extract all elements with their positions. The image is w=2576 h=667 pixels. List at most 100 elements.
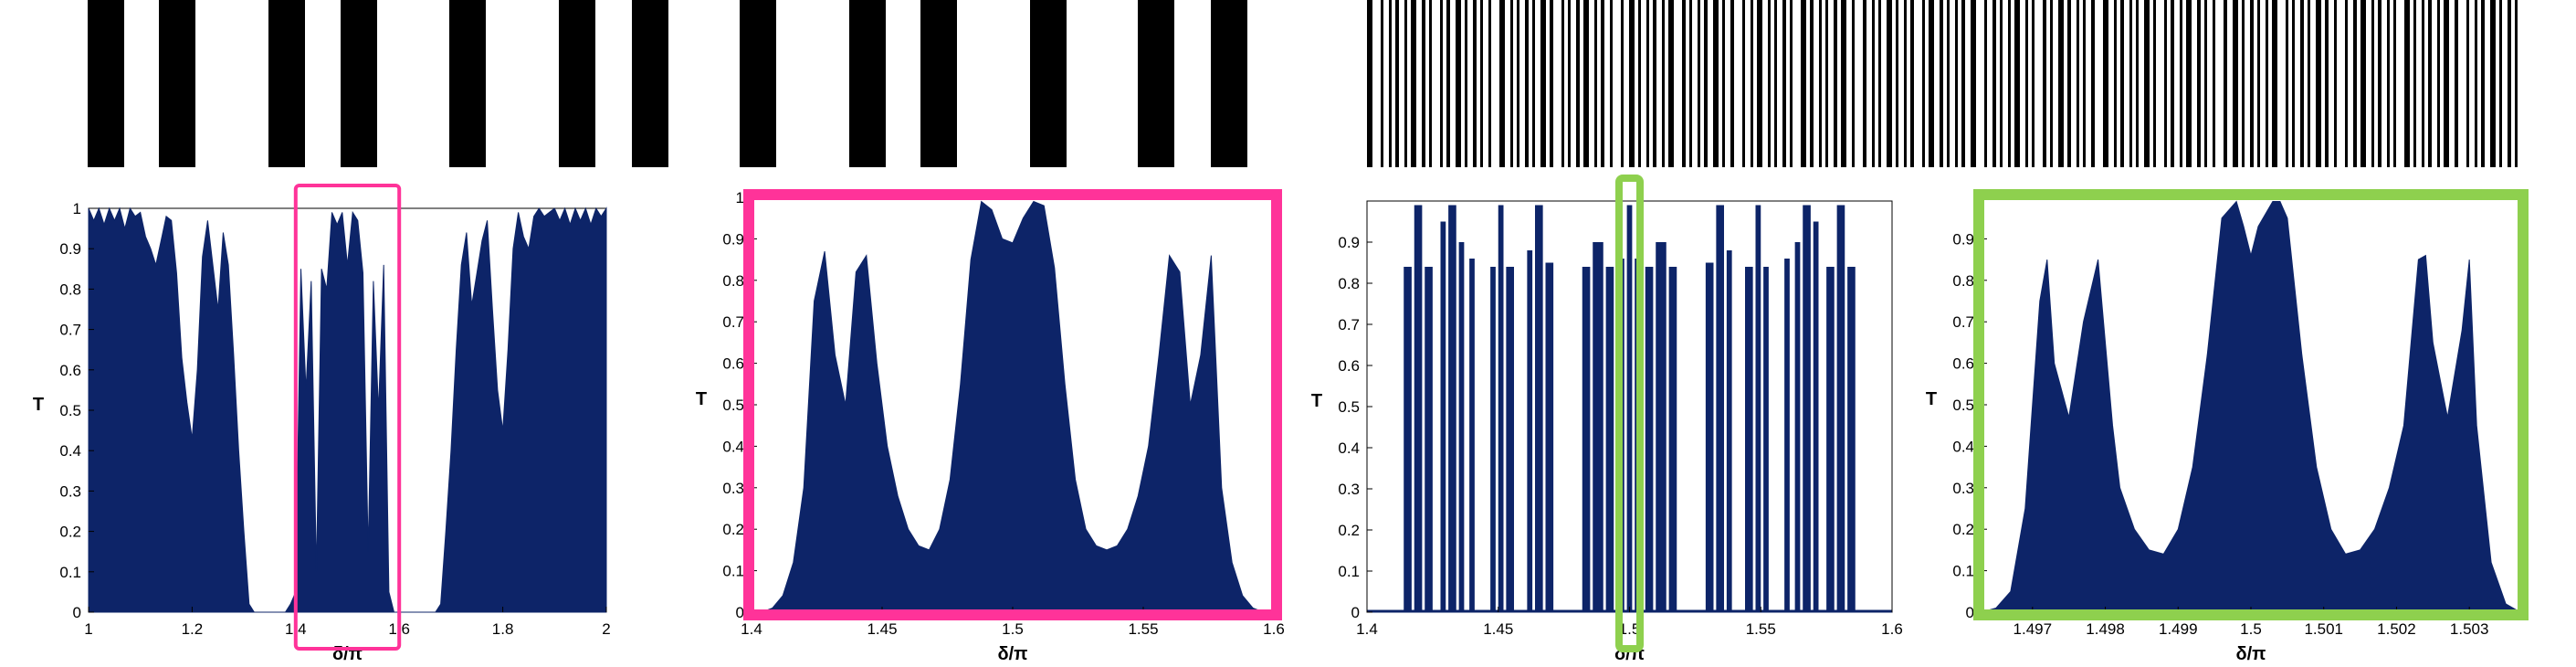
barcode-bar	[1992, 0, 1996, 167]
x-axis-label: δ/π	[2236, 644, 2266, 664]
barcode-bar	[1480, 0, 1483, 167]
barcode-bar	[920, 0, 957, 167]
y-tick-label: 0.5	[1338, 398, 1360, 416]
data-band	[1605, 267, 1614, 612]
barcode-bar	[1499, 0, 1505, 167]
data-band	[1593, 242, 1603, 612]
data-band	[1803, 205, 1811, 612]
y-tick-label: 0.8	[1338, 275, 1360, 292]
zoom-highlight	[1615, 175, 1644, 652]
zoom-frame	[743, 189, 1282, 620]
y-axis-label: T	[1311, 391, 1322, 411]
data-area	[1981, 200, 2522, 613]
data-band	[1582, 267, 1591, 612]
x-tick-label: 1.6	[1881, 620, 1903, 638]
barcode-bar	[2091, 0, 2095, 167]
x-tick-label: 1.502	[2377, 620, 2416, 638]
barcode-bar	[2257, 0, 2260, 167]
barcode-bar	[2300, 0, 2304, 167]
barcode-bar	[2387, 0, 2390, 167]
barcode-bar	[2058, 0, 2064, 167]
barcode-bar	[2120, 0, 2124, 167]
barcode-bar	[1389, 0, 1392, 167]
barcode-bar	[2444, 0, 2449, 167]
y-tick-label: 0.2	[1338, 522, 1360, 539]
barcode-bar	[1422, 0, 1425, 167]
barcode-bar	[1561, 0, 1564, 167]
y-tick-label: 0.4	[1338, 439, 1360, 457]
barcode-bar	[1610, 0, 1613, 167]
y-axis-label: T	[696, 389, 707, 409]
barcode-bar	[1955, 0, 1958, 167]
y-tick-label: 0.1	[1338, 563, 1360, 580]
barcode-bar	[2050, 0, 2053, 167]
barcode-bar	[1446, 0, 1450, 167]
barcode-bar	[2404, 0, 2410, 167]
y-tick-label: 0.1	[1952, 563, 1974, 580]
barcode-bar	[1961, 0, 1965, 167]
barcode-bar	[1810, 0, 1814, 167]
panel-4-plot: 1.497 1.498 1.499 1.5 1.501 1.502 1.503 0 0.1 0.2…	[1926, 189, 2529, 664]
y-tick-label: 0.9	[1952, 230, 1974, 248]
barcode-bar	[1863, 0, 1866, 167]
y-tick-label: 0.8	[722, 272, 744, 290]
barcode-bar	[2213, 0, 2215, 167]
barcode-bar	[88, 0, 124, 167]
y-tick-label: 0	[1966, 604, 1974, 621]
data-band	[1527, 250, 1533, 612]
barcode-bar	[1668, 0, 1674, 167]
barcode-bar	[2345, 0, 2348, 167]
data-band	[1645, 267, 1654, 612]
x-tick-label: 1.55	[1746, 620, 1776, 638]
barcode-bar	[2286, 0, 2288, 167]
top-right-barcode	[1367, 0, 2518, 167]
barcode-bar	[1782, 0, 1786, 167]
barcode-bar	[2129, 0, 2132, 167]
barcode-bar	[2466, 0, 2469, 167]
barcode-bar	[2250, 0, 2254, 167]
data-band	[1545, 262, 1554, 612]
barcode-bar	[1757, 0, 1762, 167]
y-tick-label: 0.2	[722, 521, 744, 538]
x-tick-label: 1.5	[2240, 620, 2262, 638]
y-tick-label: 1	[736, 189, 744, 206]
barcode-bar	[1411, 0, 1416, 167]
y-tick-label: 0.3	[1338, 481, 1360, 498]
data-band	[1836, 205, 1845, 612]
barcode-bar	[2316, 0, 2321, 167]
barcode-bar	[1440, 0, 1443, 167]
data-band	[1626, 205, 1633, 612]
y-tick-label: 0.5	[722, 397, 744, 414]
barcode-bar	[2325, 0, 2329, 167]
data-band	[1458, 242, 1465, 612]
barcode-bar	[1825, 0, 1828, 167]
x-tick-label: 1.503	[2450, 620, 2489, 638]
x-axis-label: δ/π	[998, 644, 1028, 664]
barcode-bar	[632, 0, 668, 167]
data-band	[1745, 267, 1753, 612]
barcode-bar	[1404, 0, 1407, 167]
barcode-bar	[1704, 0, 1708, 167]
barcode-bar	[1819, 0, 1822, 167]
barcode-bar	[1896, 0, 1898, 167]
barcode-bar	[1429, 0, 1432, 167]
barcode-bar	[2014, 0, 2020, 167]
barcode-bar	[2437, 0, 2440, 167]
y-tick-label: 1	[73, 200, 81, 217]
y-tick-label: 0.1	[59, 564, 81, 581]
x-tick-label: 1.45	[867, 620, 897, 638]
y-tick-label: 0.7	[59, 322, 81, 339]
barcode-bar	[2153, 0, 2156, 167]
barcode-bar	[2233, 0, 2238, 167]
barcode-bar	[1790, 0, 1793, 167]
barcode-bar	[2490, 0, 2496, 167]
barcode-bar	[2180, 0, 2182, 167]
barcode-bar	[1568, 0, 1571, 167]
data-band	[1705, 262, 1714, 612]
data-band	[1469, 259, 1475, 612]
data-band	[1847, 267, 1856, 612]
data-band	[1448, 205, 1456, 612]
y-tick-label: 0.6	[59, 362, 81, 379]
barcode-bar	[1211, 0, 1247, 167]
data-band	[1794, 242, 1801, 612]
